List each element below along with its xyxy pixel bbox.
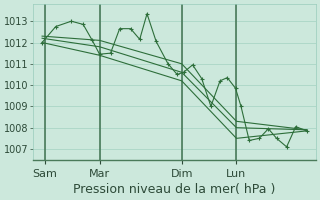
X-axis label: Pression niveau de la mer( hPa ): Pression niveau de la mer( hPa ) xyxy=(73,183,276,196)
